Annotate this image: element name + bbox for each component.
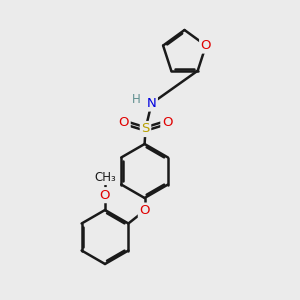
Text: O: O — [119, 116, 129, 129]
Text: S: S — [141, 122, 150, 136]
Text: N: N — [147, 97, 156, 110]
Text: O: O — [201, 39, 211, 52]
Text: O: O — [100, 189, 110, 202]
Text: O: O — [162, 116, 172, 129]
Text: CH₃: CH₃ — [94, 171, 116, 184]
Text: O: O — [140, 204, 150, 217]
Text: H: H — [131, 93, 140, 106]
